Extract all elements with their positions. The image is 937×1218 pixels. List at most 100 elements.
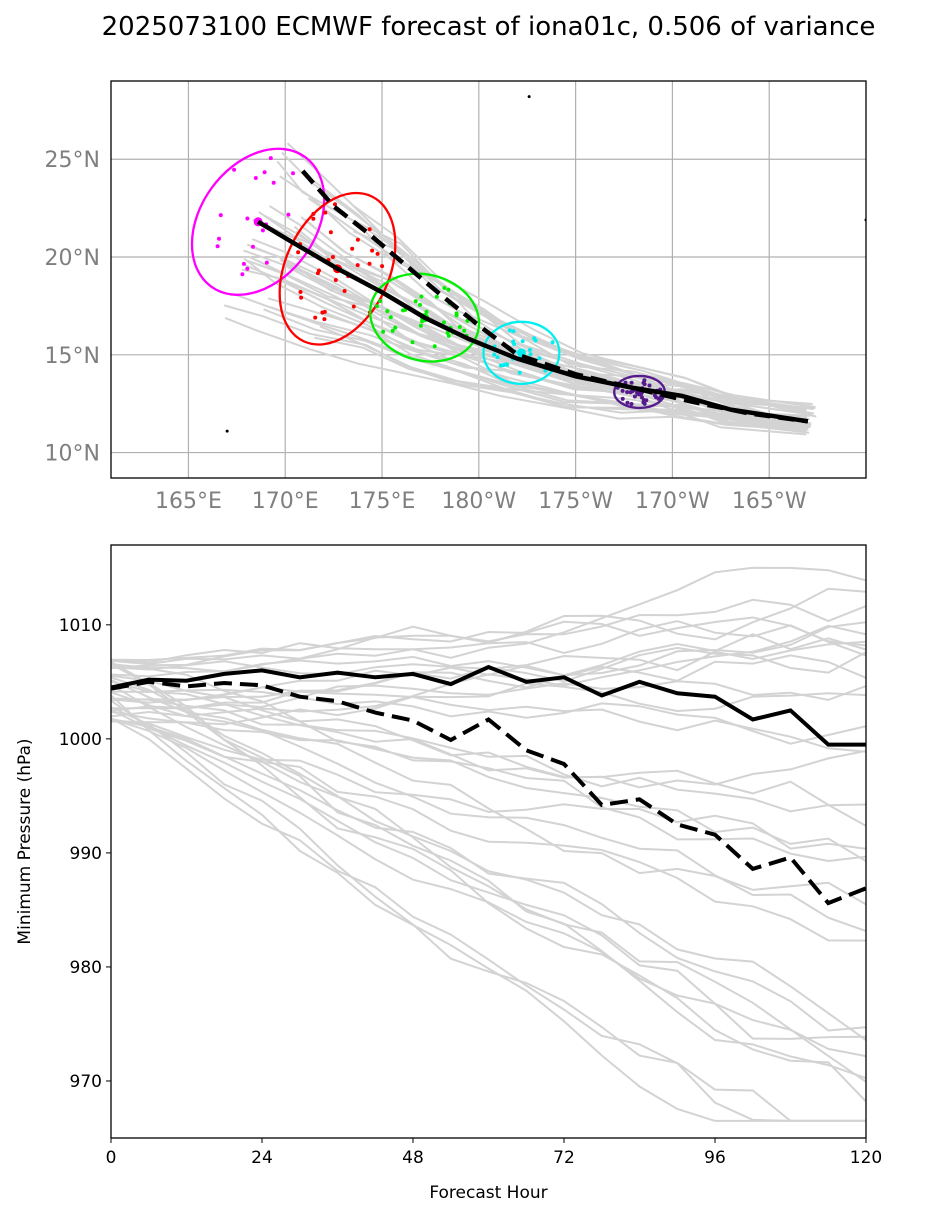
cluster-member-point bbox=[533, 338, 538, 343]
ensemble-pressure-trace bbox=[111, 694, 866, 1122]
cluster-member-point bbox=[215, 244, 220, 249]
cluster-member-point bbox=[644, 398, 649, 403]
ensemble-track bbox=[320, 310, 814, 411]
cluster-member-point bbox=[375, 251, 380, 256]
ensemble-track bbox=[235, 293, 800, 432]
cluster-member-point bbox=[630, 389, 635, 394]
cluster-ellipse bbox=[368, 272, 481, 363]
cluster-member-point bbox=[512, 342, 517, 346]
cluster-member-point bbox=[264, 260, 269, 265]
x-tick-label: 72 bbox=[553, 1148, 575, 1168]
cluster-member-point bbox=[462, 328, 467, 333]
solid-pressure-line bbox=[111, 664, 866, 747]
cluster-member-point bbox=[245, 266, 250, 271]
cluster-member-point bbox=[286, 212, 291, 217]
cluster-member-point bbox=[629, 380, 634, 385]
ensemble-pressure-trace bbox=[111, 710, 866, 863]
cluster-member-point bbox=[333, 202, 337, 207]
cluster-member-point bbox=[629, 402, 634, 406]
cluster-ellipse bbox=[482, 320, 561, 385]
cluster-member-point bbox=[647, 383, 652, 388]
cluster-member-point bbox=[330, 255, 335, 259]
cluster-member-point bbox=[241, 261, 246, 266]
cluster-member-point bbox=[296, 250, 301, 255]
chart-title: 2025073100 ECMWF forecast of iona01c, 0.… bbox=[101, 12, 876, 42]
ensemble-pressure-trace bbox=[111, 683, 866, 1083]
cluster-member-point bbox=[342, 289, 347, 293]
ensemble-track bbox=[250, 245, 806, 419]
cluster-member-point bbox=[432, 344, 437, 349]
cluster-ellipse bbox=[278, 191, 397, 346]
cluster-member-point bbox=[251, 244, 255, 249]
cluster-member-point bbox=[268, 156, 273, 161]
cluster-member-point bbox=[322, 317, 327, 322]
cluster-member-point bbox=[457, 325, 462, 329]
ensemble-pressure-trace bbox=[111, 640, 866, 676]
cluster-member-point bbox=[511, 329, 516, 334]
cluster-member-point bbox=[454, 313, 459, 318]
pressure-plot-area bbox=[111, 566, 866, 1122]
map-lon-tick-label: 175°W bbox=[538, 489, 613, 514]
ensemble-track bbox=[243, 257, 801, 431]
stray-point bbox=[527, 95, 531, 99]
cluster-member-point bbox=[640, 395, 644, 400]
ensemble-track bbox=[295, 230, 815, 415]
cluster-member-point bbox=[528, 352, 533, 357]
cluster-member-point bbox=[350, 246, 355, 251]
cluster-member-point bbox=[418, 302, 422, 307]
cluster-member-point bbox=[299, 295, 304, 300]
cluster-member-point bbox=[419, 294, 424, 299]
cluster-member-point bbox=[262, 170, 267, 175]
cluster-member-point bbox=[385, 309, 390, 314]
x-tick-label: 24 bbox=[251, 1148, 273, 1168]
ensemble-pressure-trace bbox=[111, 598, 866, 662]
ensemble-pressure-trace bbox=[111, 706, 866, 1122]
cluster-member-point bbox=[446, 333, 451, 338]
pressure-panel: 0 24 48 72 96 120 970 980 990 1000 1010 Forecast Ho… bbox=[15, 544, 882, 1203]
y-tick-label: 970 bbox=[70, 1072, 102, 1092]
cluster-member-point bbox=[495, 355, 500, 360]
ensemble-pressure-trace bbox=[111, 620, 866, 666]
cluster-member-point bbox=[313, 315, 318, 320]
cluster-member-point bbox=[245, 216, 250, 221]
ensemble-pressure-trace bbox=[111, 633, 866, 702]
stray-point bbox=[225, 429, 229, 433]
cluster-member-point bbox=[413, 299, 418, 304]
track-map-panel: 165°E 170°E 175°E 180°W 175°W 170°W 165°W 10°N 1… bbox=[45, 80, 867, 514]
map-plot-area bbox=[111, 81, 866, 478]
cluster-member-point bbox=[298, 290, 303, 294]
cluster-member-point bbox=[393, 325, 398, 330]
ensemble-pressure-trace bbox=[111, 717, 866, 1122]
cluster-member-point bbox=[355, 237, 360, 242]
cluster-member-point bbox=[375, 304, 379, 309]
ensemble-track bbox=[224, 316, 807, 431]
ensemble-pressure-trace bbox=[111, 709, 866, 942]
cluster-member-point bbox=[520, 339, 525, 344]
ensemble-track bbox=[286, 142, 810, 428]
map-lon-tick-label: 170°W bbox=[635, 489, 710, 514]
cluster-member-point bbox=[323, 210, 328, 215]
ensemble-track bbox=[241, 268, 810, 415]
map-lat-tick-label: 15°N bbox=[45, 344, 100, 369]
cluster-member-point bbox=[641, 380, 646, 385]
map-lat-tick-label: 25°N bbox=[45, 148, 100, 173]
ensemble-pressure-trace bbox=[111, 679, 866, 906]
cluster-member-point bbox=[446, 287, 451, 292]
cluster-member-point bbox=[527, 347, 532, 352]
cluster-member-point bbox=[367, 227, 372, 232]
ensemble-pressure-trace bbox=[111, 680, 866, 710]
cluster-member-point bbox=[442, 286, 447, 290]
cluster-member-point bbox=[505, 362, 510, 367]
cluster-member-point bbox=[390, 328, 395, 333]
cluster-ellipse bbox=[190, 147, 326, 296]
cluster-member-point bbox=[218, 213, 223, 218]
ensemble-pressure-trace bbox=[111, 719, 866, 850]
cluster-member-point bbox=[380, 264, 385, 269]
ensemble-pressure-trace bbox=[111, 674, 866, 827]
cluster-member-point bbox=[507, 328, 512, 333]
cluster-member-point bbox=[370, 248, 375, 253]
cluster-member-point bbox=[232, 167, 237, 172]
cluster-member-point bbox=[537, 356, 542, 361]
cluster-member-point bbox=[328, 230, 333, 235]
